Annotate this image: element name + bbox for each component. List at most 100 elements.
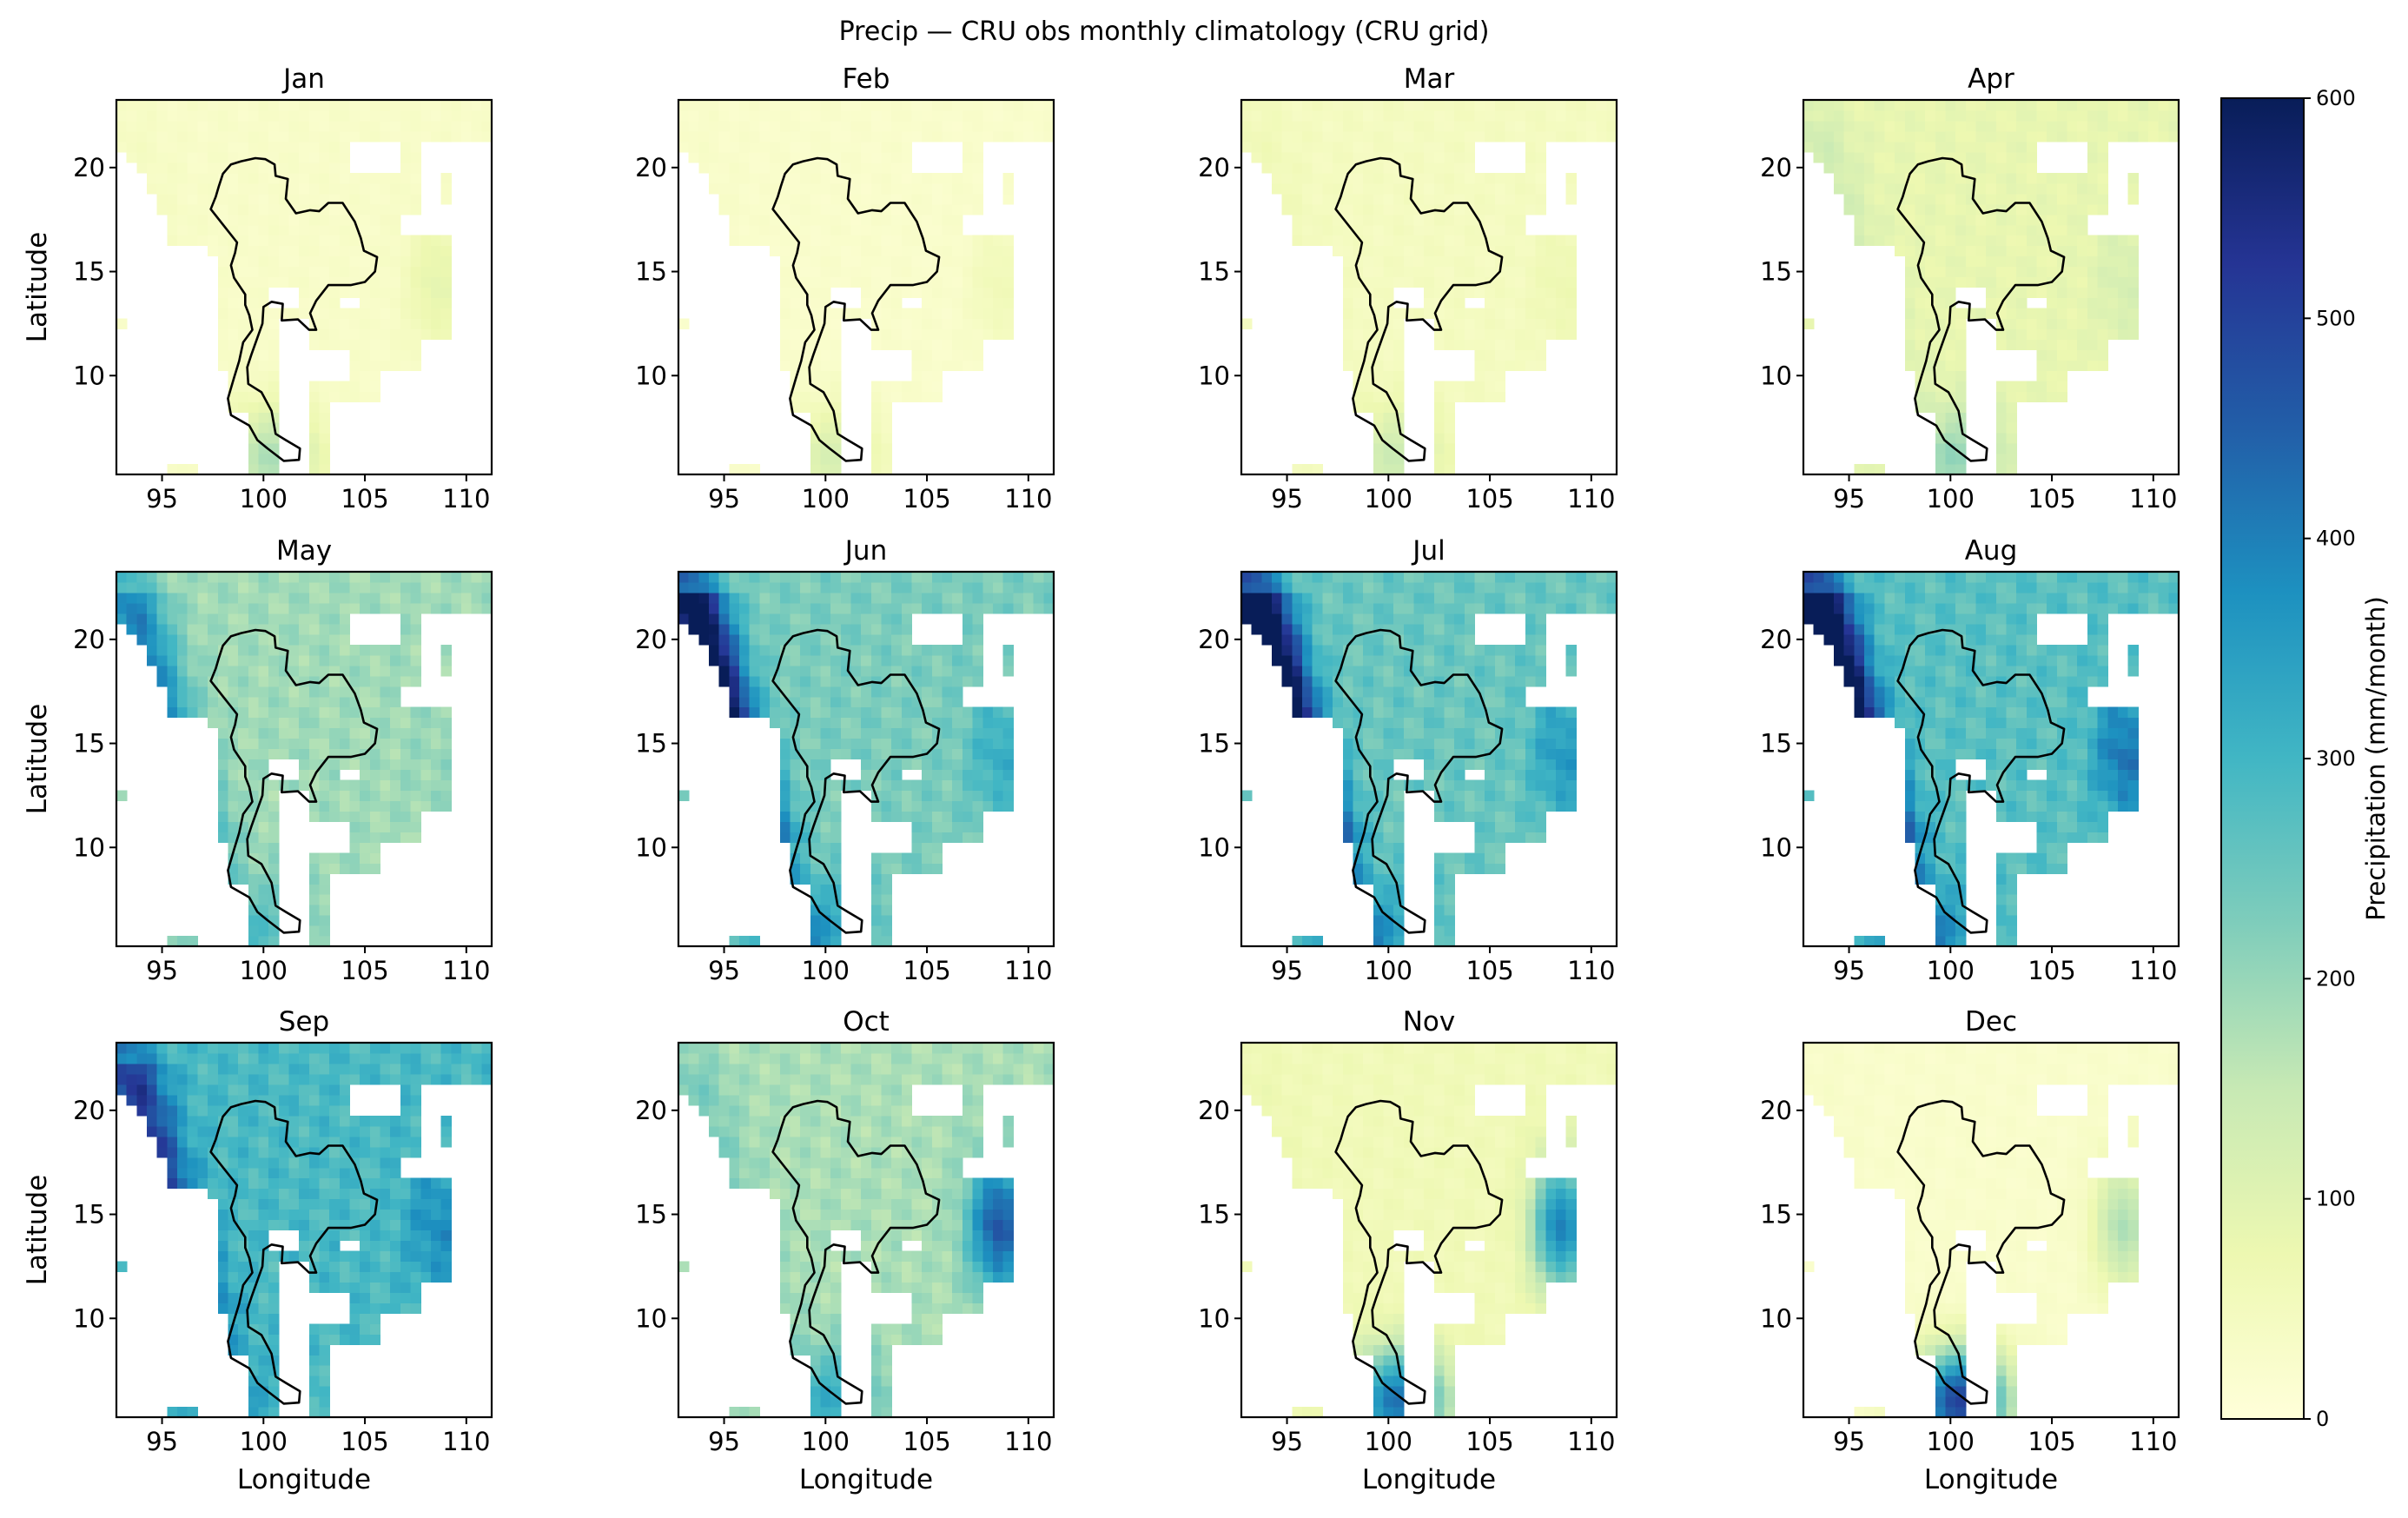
grid-cell [678, 120, 690, 132]
grid-cell [770, 172, 781, 184]
grid-cell [308, 675, 321, 687]
grid-cell [1545, 130, 1557, 143]
grid-cell [228, 623, 239, 635]
grid-cell [2097, 255, 2108, 268]
grid-cell [2016, 141, 2028, 153]
grid-cell [972, 360, 983, 371]
grid-cell [922, 665, 933, 677]
grid-cell [1393, 686, 1405, 698]
grid-cell [248, 602, 260, 614]
grid-cell [278, 151, 290, 163]
grid-cell [1383, 686, 1394, 698]
grid-cell [982, 100, 994, 111]
grid-cell [126, 130, 137, 143]
grid-cell [1363, 644, 1374, 656]
grid-cell [390, 811, 401, 822]
grid-cell [2026, 172, 2038, 184]
grid-cell [319, 696, 330, 708]
grid-cell [238, 738, 249, 750]
grid-cell [349, 759, 361, 771]
x-tick-label: 105 [903, 484, 950, 514]
grid-cell [1813, 109, 1824, 122]
grid-cell [1424, 235, 1435, 247]
grid-cell [1464, 790, 1476, 801]
grid-cell [2006, 100, 2017, 111]
grid-cell [820, 443, 831, 454]
grid-cell [1895, 182, 1906, 195]
grid-cell [840, 592, 852, 604]
grid-cell [870, 706, 883, 719]
grid-cell [952, 811, 963, 822]
grid-cell [962, 738, 974, 750]
grid-cell [238, 863, 249, 874]
grid-cell [962, 100, 974, 111]
grid-cell [1454, 266, 1465, 278]
grid-cell [1474, 832, 1485, 843]
grid-cell [319, 172, 330, 184]
grid-cell [187, 141, 199, 153]
grid-cell [881, 172, 892, 184]
grid-cell [1444, 696, 1455, 708]
grid-cell [329, 581, 341, 593]
grid-cell [1945, 214, 1956, 226]
grid-cell [1454, 863, 1465, 874]
grid-cell [1281, 162, 1293, 174]
grid-cell [942, 800, 953, 812]
grid-cell [2127, 318, 2139, 329]
grid-cell [1312, 162, 1324, 174]
grid-cell [1505, 675, 1516, 687]
grid-cell [349, 381, 361, 392]
grid-cell [820, 214, 831, 226]
grid-cell [870, 433, 883, 444]
grid-cell [1281, 182, 1293, 195]
grid-cell [258, 717, 269, 729]
grid-cell [268, 675, 280, 687]
grid-cell [1515, 328, 1526, 340]
grid-cell [709, 633, 720, 646]
grid-cell [1915, 100, 1926, 111]
grid-cell [2056, 120, 2068, 132]
grid-cell [881, 811, 892, 822]
grid-cell [1373, 182, 1385, 195]
grid-cell [1565, 800, 1577, 812]
grid-cell [268, 391, 280, 402]
grid-cell [1403, 738, 1415, 750]
grid-cell [891, 193, 903, 205]
grid-cell [810, 602, 822, 614]
grid-cell [1545, 266, 1557, 278]
grid-cell [729, 696, 740, 708]
grid-cell [360, 665, 371, 677]
grid-cell [308, 162, 321, 174]
grid-cell [1535, 717, 1546, 729]
grid-cell [1915, 349, 1926, 361]
grid-cell [248, 433, 260, 444]
grid-cell [1322, 162, 1333, 174]
grid-cell [1403, 623, 1415, 635]
grid-cell [992, 602, 1004, 614]
grid-cell [759, 172, 771, 184]
grid-cell [1322, 613, 1333, 625]
grid-cell [1515, 832, 1526, 843]
grid-cell [360, 255, 371, 268]
grid-cell [982, 748, 994, 760]
grid-cell [167, 686, 178, 698]
grid-cell [1803, 318, 1815, 329]
grid-cell [1403, 100, 1415, 111]
grid-cell [1935, 412, 1947, 423]
grid-cell [1464, 151, 1476, 163]
grid-cell [410, 328, 421, 340]
grid-cell [2067, 193, 2078, 205]
grid-cell [1444, 412, 1455, 423]
grid-cell [258, 852, 269, 864]
grid-cell [830, 665, 842, 677]
grid-cell [1454, 759, 1465, 771]
grid-cell [308, 884, 321, 895]
grid-cell [380, 581, 391, 593]
grid-cell [1935, 203, 1947, 215]
grid-cell [217, 811, 229, 822]
grid-cell [1413, 717, 1425, 729]
grid-cell [1363, 706, 1374, 719]
grid-cell [1383, 339, 1394, 350]
grid-cell [319, 381, 330, 392]
grid-cell [922, 266, 933, 278]
